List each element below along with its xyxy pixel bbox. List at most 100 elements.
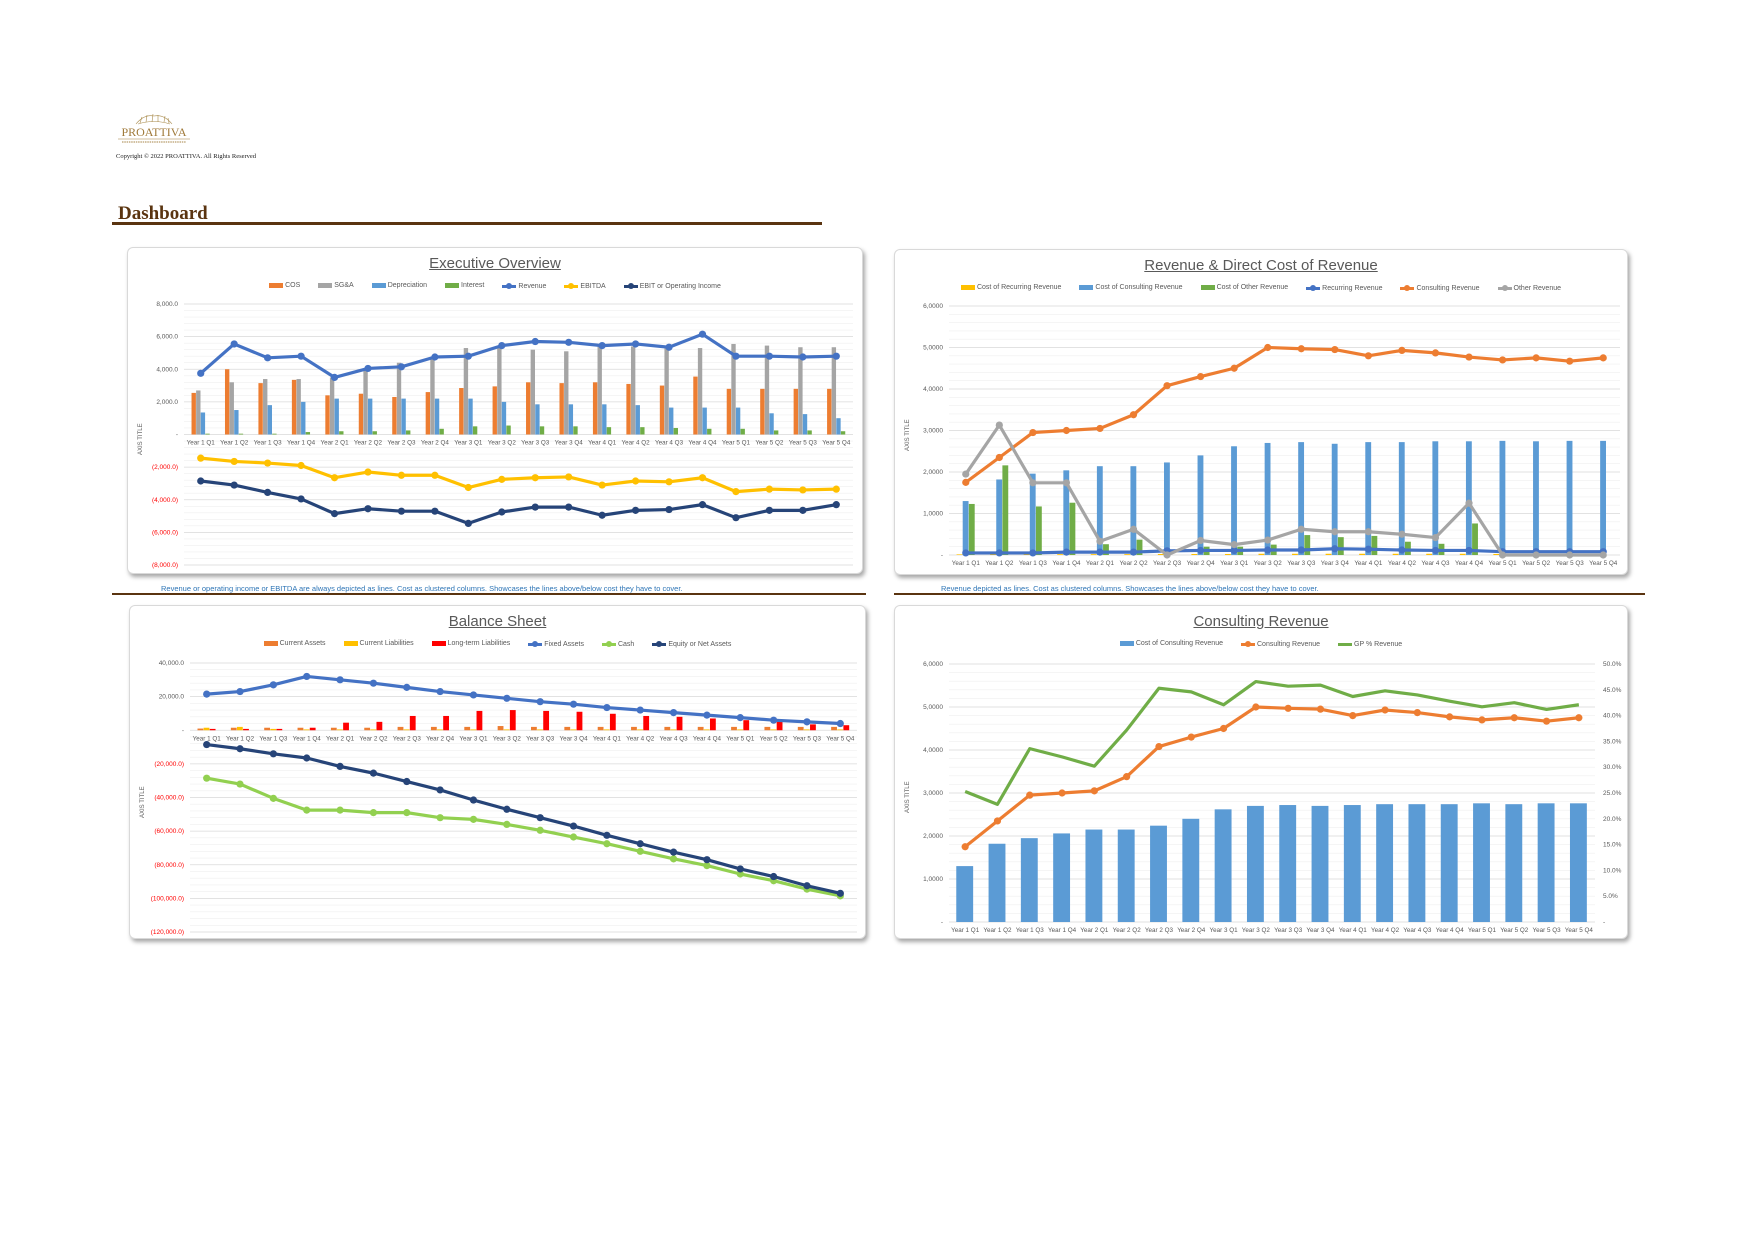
chart-title-wrap: Executive Overview [128, 255, 862, 272]
y-tick-label: - [941, 919, 943, 926]
point-other-revenue [1029, 479, 1037, 487]
point-fixed-assets [236, 687, 244, 696]
x-tick-label: Year 1 Q2 [983, 927, 1012, 934]
y2-tick-label: 40.0% [1603, 713, 1622, 720]
bar-current-assets [664, 726, 671, 731]
bar-depreciation [200, 412, 206, 435]
bar-current-liabilities [236, 726, 243, 731]
bar-cost-of-recurring-revenue [956, 554, 963, 555]
point-cash [636, 847, 644, 855]
point-cash [569, 833, 578, 841]
bar-interest [372, 431, 377, 435]
bar-sg-a [296, 379, 301, 435]
bar-cost-of-consulting-revenue [996, 479, 1003, 555]
point-other-revenue [995, 421, 1003, 429]
bar-current-liabilities [270, 728, 277, 731]
point-consulting-revenue [1575, 714, 1583, 722]
point-other-revenue [1599, 551, 1607, 559]
point-ebit-or-operating-income [598, 511, 606, 519]
legend-item-depreciation: Depreciation [371, 282, 427, 289]
bar-current-assets [631, 726, 637, 731]
point-other-revenue [1163, 551, 1171, 559]
bar-cost-of-recurring-revenue [1157, 553, 1164, 555]
bar-interest [539, 426, 545, 435]
bar-interest [406, 430, 411, 435]
x-tick-label: Year 3 Q3 [526, 735, 555, 742]
y-tick-label: (40,000.0) [154, 795, 184, 802]
bar-sg-a [764, 345, 770, 435]
point-ebit-or-operating-income [431, 507, 439, 515]
bar-cost-of-consulting-revenue [956, 866, 974, 922]
chart-plot: 6,0000 5,0000 4,0000 3,0000 2,0000 1,0000 - 50.… [923, 661, 1622, 934]
y2-tick-label: 30.0% [1603, 764, 1622, 771]
point-other-revenue [1264, 536, 1272, 544]
bar-cost-of-consulting-revenue [1182, 818, 1200, 922]
bar-interest [673, 427, 678, 435]
point-consulting-revenue [1129, 411, 1138, 419]
y-tick-label: - [176, 432, 178, 439]
x-tick-label: Year 2 Q4 [1187, 560, 1216, 567]
bar-current-liabilities [703, 729, 710, 731]
point-consulting-revenue [1316, 705, 1325, 713]
bar-cost-of-consulting-revenue [1499, 440, 1506, 555]
point-fixed-assets [469, 691, 478, 699]
point-ebit-or-operating-income [197, 477, 205, 485]
y-tick-label: 20,000.0 [159, 694, 185, 701]
bar-cost-of-consulting-revenue [1085, 829, 1103, 922]
bar-cost-of-other-revenue [1103, 544, 1109, 555]
legend-swatch [623, 283, 638, 289]
point-fixed-assets [569, 700, 578, 708]
point-consulting-revenue [1510, 714, 1518, 722]
x-tick-label: Year 3 Q3 [1274, 927, 1303, 934]
bar-cost-of-recurring-revenue [1325, 553, 1332, 555]
executive-overview-chart: Executive Overview COS SG&A Depreciation Int… [127, 247, 863, 574]
bar-current-assets [597, 726, 604, 731]
bar-depreciation [836, 418, 841, 435]
y-tick-label: 5,0000 [923, 704, 943, 711]
point-other-revenue [1465, 499, 1473, 507]
y2-tick-label: 10.0% [1603, 867, 1622, 874]
bar-long-term-liabilities [443, 715, 449, 731]
bar-cost-of-recurring-revenue [1359, 553, 1365, 555]
point-equity-or-net-assets [736, 865, 744, 873]
x-tick-label: Year 3 Q3 [521, 440, 550, 447]
bar-sg-a [630, 346, 636, 435]
bar-cost-of-recurring-revenue [1258, 553, 1265, 555]
bar-long-term-liabilities [843, 725, 850, 731]
executive-divider [112, 593, 866, 595]
line-gp-revenue [964, 679, 1580, 806]
title-divider [112, 222, 822, 225]
legend-swatch [601, 641, 616, 647]
point-consulting-revenue [1058, 789, 1066, 797]
legend-label: Other Revenue [1513, 285, 1562, 292]
legend-swatch [1497, 285, 1512, 291]
bar-sg-a [363, 370, 368, 435]
legend-label: Fixed Assets [544, 641, 584, 648]
point-revenue [698, 330, 707, 338]
point-recurring-revenue [1230, 546, 1238, 555]
bar-cos [191, 392, 196, 435]
point-recurring-revenue [962, 549, 970, 557]
point-revenue [431, 353, 439, 361]
legend-swatch [960, 285, 975, 290]
point-recurring-revenue [1264, 546, 1272, 554]
point-ebitda [799, 486, 807, 494]
chart-title: Balance Sheet [448, 613, 547, 630]
y2-tick-label: 15.0% [1603, 842, 1622, 849]
legend-label: Consulting Revenue [1257, 641, 1321, 648]
legend-swatch [371, 283, 386, 288]
bar-cos [592, 382, 598, 435]
point-equity-or-net-assets [403, 777, 411, 786]
point-ebit-or-operating-income [832, 501, 840, 509]
point-ebitda [565, 473, 573, 481]
x-tick-label: Year 4 Q4 [693, 735, 722, 742]
x-tick-label: Year 3 Q1 [1209, 927, 1238, 934]
legend-swatch [1119, 641, 1134, 646]
x-tick-label: Year 4 Q1 [1354, 560, 1383, 567]
legend-label: Recurring Revenue [1322, 285, 1383, 292]
x-tick-label: Year 2 Q4 [421, 440, 450, 447]
point-fixed-assets [803, 718, 811, 726]
point-ebit-or-operating-income [631, 506, 640, 514]
y-tick-label: 5,0000 [923, 345, 943, 352]
bar-depreciation [702, 407, 707, 435]
